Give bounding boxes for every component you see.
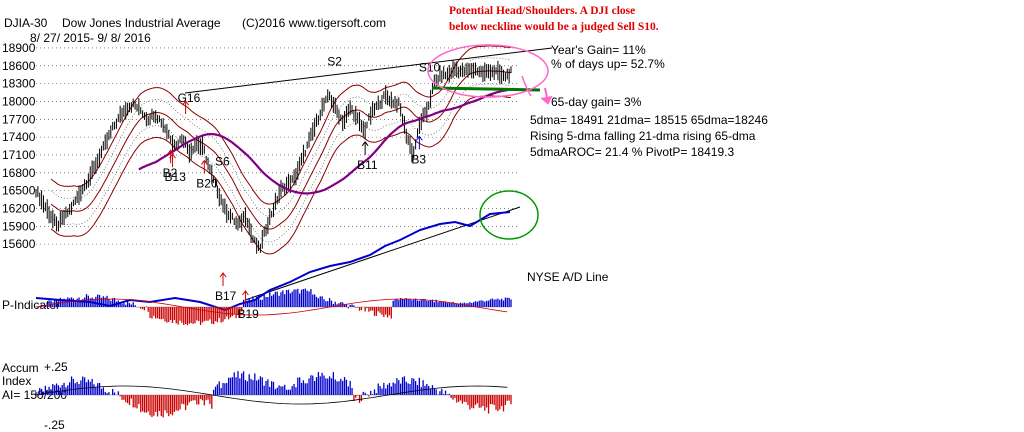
signal-arrowhead <box>415 135 423 141</box>
date-range: 8/ 27/ 2015- 9/ 8/ 2016 <box>30 31 151 45</box>
signal-arrowhead <box>219 272 227 278</box>
highlight-ellipse <box>427 44 549 98</box>
signal-b19: B19 <box>237 307 259 321</box>
y-tick-label: 17100 <box>2 148 36 162</box>
y-tick-label: 17400 <box>2 130 36 144</box>
accum-bottom-label: -.25 <box>44 418 65 432</box>
aroc-text: 5dmaAROC= 21.4 % PivotP= 18419.3 <box>530 145 734 159</box>
signal-arrowhead <box>182 100 190 106</box>
chart-title: Dow Jones Industrial Average <box>62 16 221 30</box>
inner-upper-band <box>50 57 512 217</box>
chart-ticker: DJIA-30 <box>4 16 48 30</box>
dma-values: 5dma= 18491 21dma= 18515 65dma=18246 <box>530 113 768 127</box>
y-tick-label: 18600 <box>2 59 36 73</box>
signal-arrowhead <box>167 149 175 155</box>
signal-b2: B2 <box>163 166 178 180</box>
y-tick-label: 18300 <box>2 77 36 91</box>
y-tick-label: 16500 <box>2 184 36 198</box>
signal-s10: S10 <box>419 60 441 74</box>
grid-lines <box>36 47 520 245</box>
bollinger-bands <box>50 45 512 255</box>
years-gain: Year's Gain= 11% <box>551 43 646 57</box>
moving-average <box>138 88 512 195</box>
y-axis-ticks: 18900 18600 18300 18000 17700 17400 17100 16800… <box>2 41 36 251</box>
signal-arrowhead <box>242 290 249 296</box>
neckline <box>431 86 541 92</box>
accum-label: Accum <box>2 361 39 375</box>
days-up: % of days up= 52.7% <box>551 57 665 71</box>
inner-lower-band <box>50 83 511 243</box>
chart-copyright: (C)2016 www.tigersoft.com <box>242 16 386 30</box>
p-indicator-ma <box>35 298 508 316</box>
y-tick-label: 17700 <box>2 112 36 126</box>
warning-line-2: below neckline would be a judged Sell S1… <box>449 21 659 33</box>
ma21-line <box>50 70 511 230</box>
p-indicator-histogram <box>35 288 512 326</box>
accum-index-histogram <box>35 371 512 418</box>
trend-text: Rising 5-dma falling 21-dma rising 65-dm… <box>530 129 756 143</box>
y-tick-label: 15600 <box>2 237 36 251</box>
accum-ma <box>35 385 508 405</box>
pink-curve <box>521 75 532 97</box>
accum-top-label: +.25 <box>44 360 68 374</box>
signal-g16: G16 <box>178 91 201 105</box>
y-tick-label: 18000 <box>2 94 36 108</box>
green-circle <box>479 190 539 240</box>
upper-trendline <box>184 47 553 94</box>
nyse-ad-label: NYSE A/D Line <box>527 270 609 284</box>
signal-b13: B13 <box>165 170 187 184</box>
signal-b3: B3 <box>411 152 426 166</box>
y-tick-label: 15900 <box>2 219 36 233</box>
warning-line-1: Potential Head/Shoulders. A DJI close <box>449 5 635 17</box>
signal-b17: B17 <box>215 289 237 303</box>
y-tick-label: 16800 <box>2 166 36 180</box>
signal-s6: S6 <box>215 155 230 169</box>
lower-band <box>50 95 512 255</box>
y-tick-label: 18900 <box>2 41 36 55</box>
gain-65: 65-day gain= 3% <box>551 95 642 109</box>
y-tick-label: 16200 <box>2 201 36 215</box>
signal-s2: S2 <box>327 55 342 69</box>
ma65-line <box>138 88 512 195</box>
signal-b11: B11 <box>357 158 378 172</box>
signal-b20: B20 <box>196 177 218 191</box>
signal-arrowhead <box>200 159 208 165</box>
p-indicator-label: P-Indicator <box>2 298 60 312</box>
index-label: Index <box>2 374 31 388</box>
signal-arrowhead <box>361 140 369 147</box>
signal-arrowhead <box>169 153 176 159</box>
pink-arrowhead <box>540 95 553 105</box>
trendlines <box>184 47 553 301</box>
annotation-overlay <box>427 44 553 240</box>
price-bars <box>35 60 512 254</box>
